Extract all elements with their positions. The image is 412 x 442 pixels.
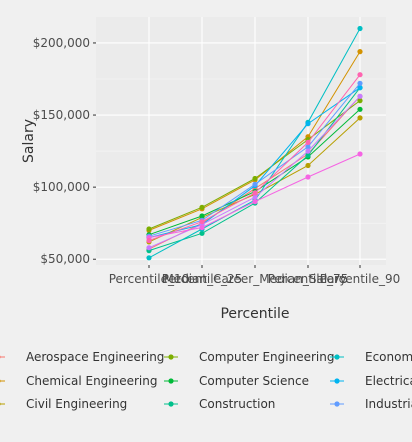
data-point <box>252 190 258 196</box>
legend-key-point <box>168 354 174 360</box>
data-point <box>357 85 363 91</box>
x-tick-label: Percentile_10 <box>109 272 189 286</box>
data-point <box>305 121 311 127</box>
legend-key-point <box>0 402 1 406</box>
legend-key-point <box>0 379 1 383</box>
series-9 <box>146 93 363 251</box>
series-layer <box>146 25 363 261</box>
data-point <box>199 213 205 219</box>
data-point <box>357 106 363 112</box>
legend: Aerospace Engineering Chemical Engineerin… <box>0 350 412 411</box>
y-tick-label: $100,000 <box>33 180 90 194</box>
legend-key-point <box>168 378 174 384</box>
data-point <box>252 181 258 187</box>
legend-key-point <box>334 401 340 407</box>
plot-panel <box>96 17 386 265</box>
legend-label: Industrial Engineering <box>365 397 412 411</box>
data-point <box>146 245 152 251</box>
data-point <box>305 152 311 158</box>
data-point <box>357 80 363 86</box>
data-point <box>252 194 258 200</box>
x-tick-label: Median_Career_Median_Salary <box>163 272 346 286</box>
legend-item: Economics <box>330 350 412 364</box>
legend-label: Computer Science <box>199 374 309 388</box>
data-point <box>305 148 311 154</box>
legend-label: Computer Engineering <box>199 350 334 364</box>
minor-gridlines <box>96 78 386 224</box>
data-point <box>146 226 152 232</box>
legend-label: Chemical Engineering <box>26 374 158 388</box>
data-point <box>357 115 363 121</box>
data-point <box>305 139 311 145</box>
data-point <box>357 151 363 157</box>
legend-label: Electrical Engineering <box>365 374 412 388</box>
legend-label: Construction <box>199 397 275 411</box>
data-point <box>357 25 363 32</box>
x-tick-label: Percentile_90 <box>320 272 400 286</box>
x-axis-ticks: Percentile_10Percentile_25Median_Career_… <box>109 265 400 286</box>
series-10 <box>146 151 363 241</box>
data-point <box>305 174 311 180</box>
data-point <box>305 162 311 169</box>
legend-item: Computer Science <box>164 374 309 388</box>
data-point <box>146 255 152 261</box>
y-tick-label: $200,000 <box>33 36 90 50</box>
y-tick-label: $150,000 <box>33 108 90 122</box>
x-axis-title: Percentile <box>220 306 289 322</box>
data-point <box>305 144 311 150</box>
data-point <box>199 219 205 225</box>
y-axis-title: Salary <box>21 119 37 163</box>
legend-key-point <box>0 355 1 359</box>
legend-item: Chemical Engineering <box>0 374 158 388</box>
series-11 <box>146 72 363 244</box>
data-point <box>199 230 205 236</box>
legend-label: Economics <box>365 350 412 364</box>
data-point <box>357 93 363 99</box>
legend-key-point <box>334 354 340 360</box>
data-point <box>357 72 363 78</box>
data-point <box>199 204 205 210</box>
legend-label: Civil Engineering <box>26 397 127 411</box>
data-point <box>357 49 363 55</box>
x-tick-label: Percentile_25 <box>162 272 242 286</box>
data-point <box>252 175 258 182</box>
y-axis-ticks: $50,000 $100,000 $150,000 $200,000 <box>33 36 96 266</box>
data-point <box>199 224 205 231</box>
x-tick-label: Percentile_75 <box>268 272 348 286</box>
legend-key-point <box>168 401 174 407</box>
legend-item: Industrial Engineering <box>330 397 412 411</box>
legend-item: Aerospace Engineering <box>0 350 164 364</box>
legend-item: Civil Engineering <box>0 397 127 411</box>
legend-item: Construction <box>164 397 275 411</box>
data-point <box>252 199 258 205</box>
legend-key-point <box>334 378 340 384</box>
legend-item: Computer Engineering <box>164 350 334 364</box>
data-point <box>146 237 152 244</box>
legend-item: Electrical Engineering <box>330 374 412 388</box>
data-point <box>357 98 363 104</box>
y-tick-label: $50,000 <box>40 252 90 266</box>
legend-label: Aerospace Engineering <box>26 350 164 364</box>
